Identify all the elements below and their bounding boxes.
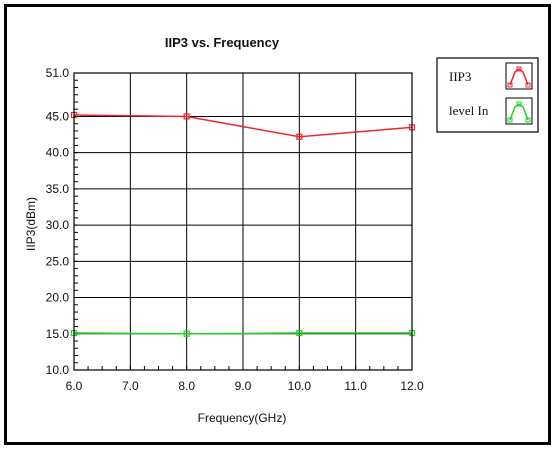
y-tick-label: 25.0 (46, 254, 70, 268)
plot-border (73, 72, 413, 371)
legend-swatch-marker (525, 82, 531, 88)
legend-swatch-line (509, 103, 529, 121)
y-tick-label: 20.0 (46, 291, 70, 305)
x-axis-label: Frequency(GHz) (198, 411, 287, 425)
y-tick-label: 10.0 (46, 363, 70, 377)
x-tick-label: 12.0 (400, 379, 424, 393)
chart-title: IIP3 vs. Frequency (165, 35, 280, 50)
chart-plot: IIP3 vs. Frequency 6.0 7.0 8.0 9.0 10.0 11.0 1… (24, 35, 539, 425)
data-point-marker (183, 330, 190, 337)
legend: IIP3 level In (436, 57, 539, 133)
y-tick-label: 45.0 (46, 109, 70, 123)
legend-swatch-marker (516, 66, 522, 72)
series-line-0 (73, 114, 413, 138)
x-tick-label: 9.0 (235, 379, 252, 393)
legend-swatch-marker (516, 101, 522, 107)
x-tick-label: 10.0 (288, 379, 312, 393)
y-tick-label: 51.0 (46, 66, 70, 80)
legend-swatch-marker (507, 117, 513, 123)
y-tick-label: 35.0 (46, 182, 70, 196)
data-point-marker (296, 329, 303, 337)
chart-frame: IIP3 vs. Frequency 6.0 7.0 8.0 9.0 10.0 11.0 1… (4, 4, 551, 445)
x-tick-label: 7.0 (122, 379, 139, 393)
legend-swatch-line (509, 68, 529, 86)
legend-swatch-marker (507, 82, 513, 88)
data-point-marker (183, 113, 190, 120)
x-tick-label: 6.0 (66, 379, 83, 393)
y-axis-label: IIP3(dBm) (24, 197, 38, 251)
y-tick-label: 30.0 (46, 218, 70, 232)
series-line-1 (73, 332, 412, 335)
y-tick-label: 15.0 (46, 327, 70, 341)
y-tick-label: 40.0 (46, 146, 70, 160)
legend-swatch-marker (525, 117, 531, 123)
data-point-marker (296, 133, 303, 140)
x-tick-label: 11.0 (344, 379, 367, 393)
legend-label-iip3: IIP3 (449, 69, 471, 84)
x-tick-label: 8.0 (178, 379, 195, 393)
legend-label-level-in: level In (449, 103, 489, 118)
